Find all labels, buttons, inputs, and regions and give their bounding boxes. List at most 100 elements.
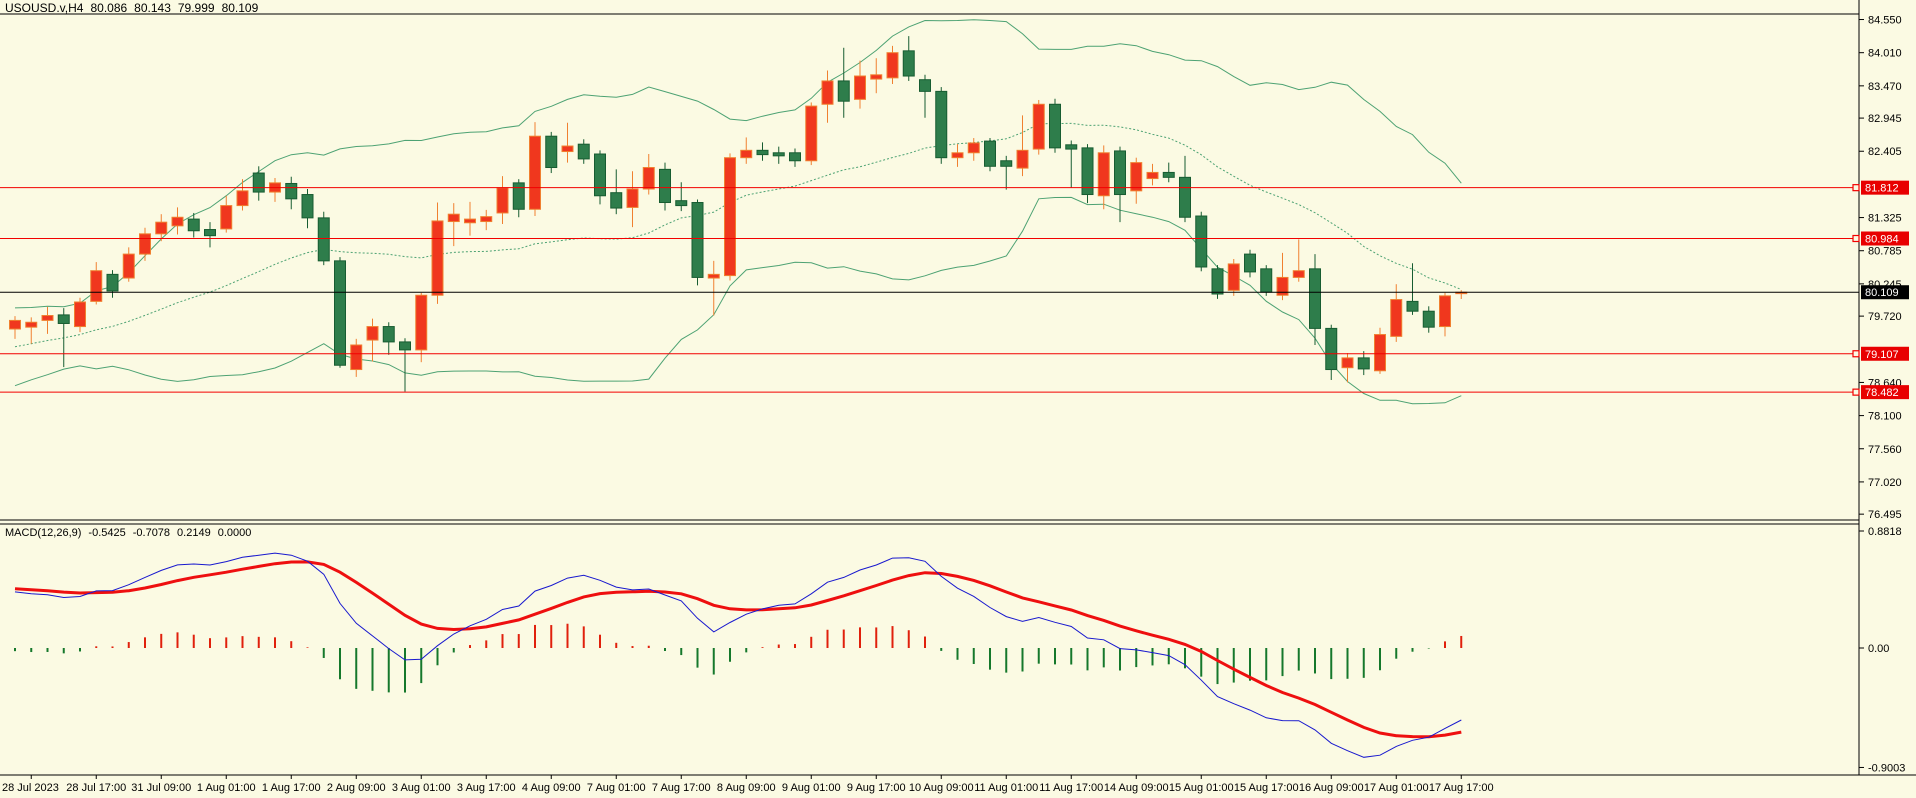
candle-body <box>1325 327 1338 371</box>
candle <box>155 214 168 242</box>
sr-line-handle[interactable] <box>1852 350 1860 358</box>
candle <box>594 150 606 205</box>
candle-body <box>366 326 379 341</box>
candle-body <box>1195 215 1208 268</box>
price-badge-label: 78.482 <box>1865 387 1899 399</box>
price-tick-label: 76.495 <box>1868 509 1902 521</box>
candle <box>187 212 200 238</box>
candle-body <box>821 80 834 105</box>
time-tick-label: 31 Jul 09:00 <box>131 782 191 794</box>
sr-price-badge <box>1861 231 1909 246</box>
candle-body <box>935 90 948 159</box>
candle <box>90 262 103 305</box>
candle-body <box>1227 263 1240 291</box>
candle-body <box>740 149 753 159</box>
candle-body <box>74 301 86 328</box>
candle <box>1000 155 1013 190</box>
macd-main-value: -0.5425 <box>88 527 126 539</box>
candle <box>870 58 883 94</box>
sr-price-badge <box>1861 346 1909 361</box>
candle-body <box>139 233 151 255</box>
candle <box>1309 254 1321 345</box>
candle <box>886 45 899 85</box>
time-tick-label: 15 Aug 17:00 <box>1234 782 1299 794</box>
candle-body <box>350 344 363 371</box>
macd-panel[interactable] <box>14 552 1463 758</box>
bar-low-value: 79.999 <box>177 1 215 15</box>
time-tick-label: 3 Aug 17:00 <box>457 782 516 794</box>
candle-body <box>854 75 866 100</box>
candle <box>122 247 135 282</box>
candle-body <box>886 52 899 79</box>
candle-body <box>1049 103 1061 149</box>
candle-body <box>1016 149 1029 169</box>
time-tick-label: 16 Aug 09:00 <box>1299 782 1364 794</box>
time-axis[interactable]: 28 Jul 2023 28 Jul 17:00 31 Jul 09:00 1 Aug… <box>2 775 1494 794</box>
candle-body <box>594 153 606 197</box>
candle-body <box>919 79 931 92</box>
chart-title: USOUSD.v,H4 80.086 80.143 79.999 80.109 <box>5 1 258 15</box>
time-tick-label: 10 Aug 09:00 <box>909 782 974 794</box>
candle <box>1049 98 1061 153</box>
candle-body <box>1357 357 1370 370</box>
candle-body <box>187 218 200 232</box>
candle <box>935 87 948 164</box>
price-scale[interactable]: 84.550 84.010 83.470 82.945 82.405 81.325 80.7… <box>1852 15 1909 775</box>
candle <box>1114 146 1126 223</box>
candle <box>707 260 720 316</box>
candle <box>382 322 395 355</box>
candle-body <box>984 140 996 167</box>
candle <box>967 138 980 161</box>
candle-body <box>1130 162 1143 192</box>
candle-body <box>870 74 883 80</box>
candle <box>399 338 411 392</box>
candle-body <box>789 152 801 162</box>
current-price-badge <box>1861 285 1909 300</box>
price-tick-label: 84.550 <box>1868 15 1902 27</box>
macd-name-label: MACD(12,26,9) <box>5 527 82 539</box>
candle-body <box>1065 144 1078 150</box>
candle <box>1097 145 1110 210</box>
time-tick-label: 1 Aug 17:00 <box>262 782 321 794</box>
price-tick-label: 82.405 <box>1868 146 1902 158</box>
candle <box>1162 162 1175 183</box>
candle-body <box>155 221 168 235</box>
price-tick-label: 77.560 <box>1868 444 1902 456</box>
panel-borders <box>0 0 1916 776</box>
candle-body <box>805 105 818 162</box>
price-tick-label: 84.010 <box>1868 48 1902 60</box>
candle <box>139 227 151 261</box>
candle <box>659 162 671 211</box>
candle-body <box>1000 160 1013 167</box>
candle-body <box>334 260 346 366</box>
candle-body <box>1097 152 1110 197</box>
candle-body <box>642 167 655 190</box>
candle-body <box>951 152 964 159</box>
price-tick-label: 78.100 <box>1868 411 1902 423</box>
candle <box>171 207 184 235</box>
candle <box>545 131 558 174</box>
candle <box>756 142 769 161</box>
candle-body <box>1292 270 1305 278</box>
candle-body <box>1341 357 1354 369</box>
time-tick-label: 11 Aug 17:00 <box>1039 782 1103 794</box>
sr-line-handle[interactable] <box>1852 388 1860 396</box>
candle <box>577 139 590 164</box>
candle-body <box>1374 334 1386 372</box>
price-badge-label: 80.984 <box>1865 234 1899 246</box>
macd-tick-label: -0.9003 <box>1868 762 1905 774</box>
candle <box>837 47 850 118</box>
sr-line-handle[interactable] <box>1852 234 1860 243</box>
time-tick-label: 17 Aug 17:00 <box>1429 782 1494 794</box>
candle-body <box>1406 300 1419 312</box>
candle <box>1292 239 1305 282</box>
candle <box>236 179 249 211</box>
candle-body <box>1162 171 1175 178</box>
candle-body <box>577 143 590 160</box>
candle <box>1211 265 1224 299</box>
candle-body <box>626 188 639 208</box>
candle <box>1244 249 1256 278</box>
candle-body <box>1244 253 1256 273</box>
sr-line-handle[interactable] <box>1852 184 1860 192</box>
